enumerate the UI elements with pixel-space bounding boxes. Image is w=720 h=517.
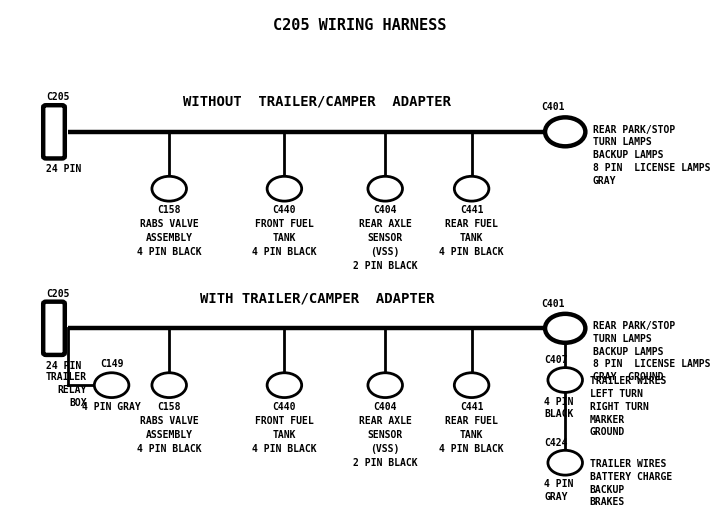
- Text: C440: C440: [273, 205, 296, 215]
- Text: REAR PARK/STOP
TURN LAMPS
BACKUP LAMPS
8 PIN  LICENSE LAMPS
GRAY: REAR PARK/STOP TURN LAMPS BACKUP LAMPS 8…: [593, 125, 710, 186]
- Text: REAR PARK/STOP
TURN LAMPS
BACKUP LAMPS
8 PIN  LICENSE LAMPS
GRAY  GROUND: REAR PARK/STOP TURN LAMPS BACKUP LAMPS 8…: [593, 321, 710, 382]
- Text: C440: C440: [273, 402, 296, 412]
- Text: 4 PIN BLACK: 4 PIN BLACK: [439, 247, 504, 257]
- Text: (VSS): (VSS): [371, 247, 400, 257]
- Text: C401: C401: [541, 102, 565, 112]
- Circle shape: [152, 373, 186, 398]
- Text: GRAY: GRAY: [544, 492, 568, 502]
- Text: 4 PIN BLACK: 4 PIN BLACK: [439, 444, 504, 453]
- Text: 24 PIN: 24 PIN: [46, 164, 81, 174]
- Text: RELAY: RELAY: [58, 385, 87, 395]
- Text: C205: C205: [46, 92, 70, 102]
- Circle shape: [545, 117, 585, 146]
- Circle shape: [548, 450, 582, 475]
- Circle shape: [267, 176, 302, 201]
- Text: C404: C404: [374, 402, 397, 412]
- Circle shape: [454, 176, 489, 201]
- Text: REAR AXLE: REAR AXLE: [359, 416, 412, 425]
- FancyBboxPatch shape: [43, 302, 65, 355]
- Text: C441: C441: [460, 205, 483, 215]
- Text: TANK: TANK: [460, 233, 483, 243]
- Text: RABS VALVE: RABS VALVE: [140, 416, 199, 425]
- Circle shape: [267, 373, 302, 398]
- Text: C158: C158: [158, 205, 181, 215]
- Text: C205: C205: [46, 288, 70, 299]
- Text: REAR AXLE: REAR AXLE: [359, 219, 412, 229]
- Text: TANK: TANK: [460, 430, 483, 439]
- Text: C205 WIRING HARNESS: C205 WIRING HARNESS: [274, 18, 446, 33]
- Circle shape: [152, 176, 186, 201]
- Text: TRAILER: TRAILER: [46, 372, 87, 382]
- Circle shape: [94, 373, 129, 398]
- Circle shape: [368, 176, 402, 201]
- Circle shape: [368, 373, 402, 398]
- Circle shape: [545, 314, 585, 343]
- Text: C149: C149: [100, 359, 123, 369]
- Text: REAR FUEL: REAR FUEL: [445, 219, 498, 229]
- Text: SENSOR: SENSOR: [368, 430, 402, 439]
- Text: (VSS): (VSS): [371, 444, 400, 453]
- Text: WITHOUT  TRAILER/CAMPER  ADAPTER: WITHOUT TRAILER/CAMPER ADAPTER: [183, 95, 451, 109]
- Text: 4 PIN: 4 PIN: [544, 479, 574, 489]
- Text: TRAILER WIRES
BATTERY CHARGE
BACKUP
BRAKES: TRAILER WIRES BATTERY CHARGE BACKUP BRAK…: [590, 459, 672, 507]
- Text: 2 PIN BLACK: 2 PIN BLACK: [353, 458, 418, 467]
- Text: 4 PIN BLACK: 4 PIN BLACK: [137, 444, 202, 453]
- Text: C424: C424: [544, 438, 568, 448]
- Text: TANK: TANK: [273, 233, 296, 243]
- Text: TANK: TANK: [273, 430, 296, 439]
- Text: 4 PIN: 4 PIN: [544, 397, 574, 406]
- Text: C407: C407: [544, 355, 568, 365]
- Text: 4 PIN BLACK: 4 PIN BLACK: [137, 247, 202, 257]
- Text: BLACK: BLACK: [544, 409, 574, 419]
- Circle shape: [548, 368, 582, 392]
- Text: FRONT FUEL: FRONT FUEL: [255, 219, 314, 229]
- Text: C401: C401: [541, 299, 565, 309]
- Text: WITH TRAILER/CAMPER  ADAPTER: WITH TRAILER/CAMPER ADAPTER: [199, 291, 434, 305]
- Text: 4 PIN BLACK: 4 PIN BLACK: [252, 444, 317, 453]
- Circle shape: [454, 373, 489, 398]
- Text: 2 PIN BLACK: 2 PIN BLACK: [353, 261, 418, 271]
- Text: C404: C404: [374, 205, 397, 215]
- Text: RABS VALVE: RABS VALVE: [140, 219, 199, 229]
- FancyBboxPatch shape: [43, 105, 65, 158]
- Text: 24 PIN: 24 PIN: [46, 361, 81, 371]
- Text: SENSOR: SENSOR: [368, 233, 402, 243]
- Text: TRAILER WIRES
LEFT TURN
RIGHT TURN
MARKER
GROUND: TRAILER WIRES LEFT TURN RIGHT TURN MARKE…: [590, 376, 666, 437]
- Text: 4 PIN BLACK: 4 PIN BLACK: [252, 247, 317, 257]
- Text: ASSEMBLY: ASSEMBLY: [145, 430, 193, 439]
- Text: C158: C158: [158, 402, 181, 412]
- Text: BOX: BOX: [70, 398, 87, 408]
- Text: FRONT FUEL: FRONT FUEL: [255, 416, 314, 425]
- Text: ASSEMBLY: ASSEMBLY: [145, 233, 193, 243]
- Text: REAR FUEL: REAR FUEL: [445, 416, 498, 425]
- Text: 4 PIN GRAY: 4 PIN GRAY: [82, 402, 141, 412]
- Text: C441: C441: [460, 402, 483, 412]
